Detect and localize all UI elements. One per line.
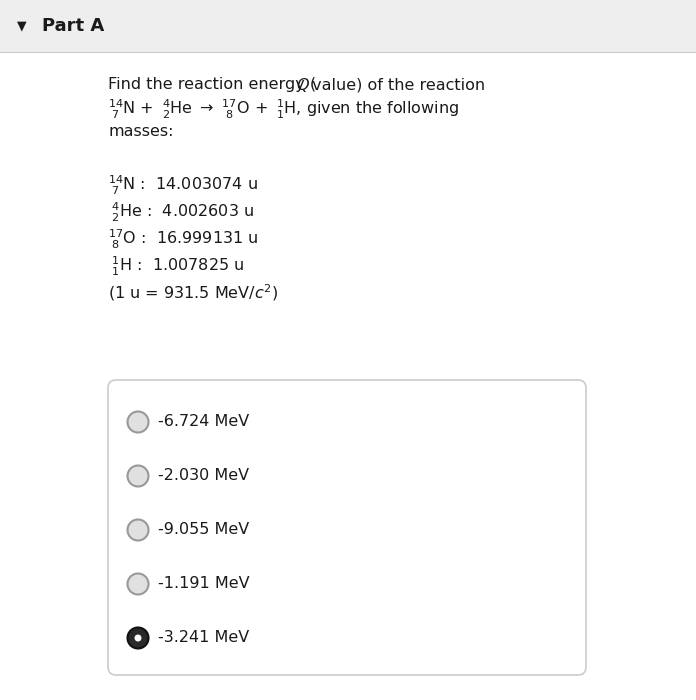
Circle shape bbox=[127, 627, 148, 648]
Text: -9.055 MeV: -9.055 MeV bbox=[158, 522, 249, 538]
Text: -2.030 MeV: -2.030 MeV bbox=[158, 468, 249, 484]
Text: $^{\ 4}_{\ 2}$He :  4.002603 u: $^{\ 4}_{\ 2}$He : 4.002603 u bbox=[108, 200, 254, 223]
Circle shape bbox=[127, 466, 148, 486]
Text: $^{17}_{\ 8}$O :  16.999131 u: $^{17}_{\ 8}$O : 16.999131 u bbox=[108, 228, 258, 251]
Text: $\mathit{Q}$: $\mathit{Q}$ bbox=[296, 76, 310, 94]
Circle shape bbox=[134, 634, 141, 641]
FancyBboxPatch shape bbox=[0, 0, 696, 52]
Circle shape bbox=[127, 412, 148, 433]
Text: $^{\ 1}_{\ 1}$H :  1.007825 u: $^{\ 1}_{\ 1}$H : 1.007825 u bbox=[108, 254, 244, 278]
Text: $^{14}_{\ 7}$N :  14.003074 u: $^{14}_{\ 7}$N : 14.003074 u bbox=[108, 174, 258, 197]
Text: (1 u = 931.5 MeV/$c^{2}$): (1 u = 931.5 MeV/$c^{2}$) bbox=[108, 283, 278, 303]
Text: masses:: masses: bbox=[108, 125, 173, 139]
Text: -1.191 MeV: -1.191 MeV bbox=[158, 577, 250, 592]
Circle shape bbox=[127, 519, 148, 540]
Text: value) of the reaction: value) of the reaction bbox=[307, 78, 485, 92]
FancyBboxPatch shape bbox=[108, 380, 586, 675]
Text: Find the reaction energy (: Find the reaction energy ( bbox=[108, 78, 316, 92]
Circle shape bbox=[127, 573, 148, 594]
Text: Part A: Part A bbox=[42, 17, 104, 35]
Text: -3.241 MeV: -3.241 MeV bbox=[158, 631, 249, 645]
Text: ▼: ▼ bbox=[17, 20, 27, 32]
Text: $^{14}_{\ 7}$N $+$ $^{\ 4}_{\ 2}$He $\rightarrow$ $^{17}_{\ 8}$O $+$ $^{\ 1}_{\ : $^{14}_{\ 7}$N $+$ $^{\ 4}_{\ 2}$He $\ri… bbox=[108, 97, 459, 120]
Text: -6.724 MeV: -6.724 MeV bbox=[158, 414, 249, 430]
